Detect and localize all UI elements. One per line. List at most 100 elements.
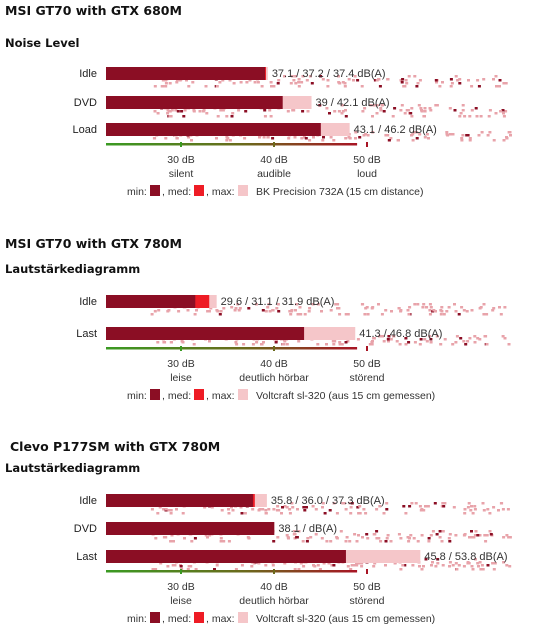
sample-dot: [185, 79, 188, 82]
sample-dot: [462, 534, 466, 537]
sample-dot: [418, 565, 421, 568]
sample-dot: [477, 134, 481, 137]
sample-dot: [358, 136, 362, 139]
sample-dot: [435, 335, 439, 338]
sample-dot: [248, 79, 252, 82]
sample-dot: [482, 303, 486, 306]
sample-dot: [310, 82, 314, 85]
sample-dot: [288, 512, 292, 515]
sample-dot: [386, 134, 390, 137]
sample-dot: [337, 110, 341, 113]
bar-min: [106, 494, 253, 507]
sample-dot: [305, 79, 309, 82]
row-label: DVD: [74, 523, 97, 535]
sample-dot: [341, 110, 345, 113]
sample-dot: [254, 303, 258, 306]
sample-dot: [268, 109, 272, 112]
sample-dot: [303, 313, 307, 316]
sample-dot: [449, 78, 453, 81]
sample-dot: [499, 502, 503, 505]
sample-dot: [247, 307, 251, 310]
sample-dot: [407, 540, 411, 543]
sample-dot: [481, 502, 485, 505]
sample-dot: [414, 502, 418, 505]
sample-dot: [482, 78, 486, 81]
sample-dot: [462, 565, 466, 568]
tick-label: 50 dB: [353, 358, 380, 370]
sample-dot: [313, 565, 317, 568]
sample-dot: [293, 568, 297, 571]
sample-dot: [272, 85, 276, 88]
sample-dot: [300, 137, 304, 140]
sample-dot: [358, 512, 362, 515]
sample-dot: [276, 303, 280, 306]
sample-dot: [346, 313, 350, 316]
sample-dot: [163, 341, 167, 344]
sample-dot: [428, 303, 432, 306]
sample-dot: [377, 303, 380, 306]
sample-dot: [240, 512, 244, 515]
sample-dot: [352, 564, 356, 567]
sample-dot: [413, 75, 417, 78]
sample-dot: [189, 565, 193, 568]
sample-dot: [439, 309, 443, 312]
axis-tick: [180, 142, 182, 147]
sample-dot: [419, 107, 423, 110]
sample-dot: [371, 131, 375, 134]
sample-dot: [420, 568, 424, 571]
sample-dot: [498, 306, 501, 309]
sample-dot: [269, 115, 273, 118]
sample-dot: [215, 85, 219, 88]
row-label: Last: [76, 328, 97, 340]
sample-dot: [219, 109, 223, 112]
sample-dot: [385, 537, 389, 540]
sample-dot: [340, 112, 344, 115]
tick-label: 40 dB: [260, 358, 287, 370]
sample-dot: [479, 306, 483, 309]
sample-dot: [157, 309, 161, 312]
sample-dot: [502, 112, 505, 115]
sample-dot: [463, 512, 467, 515]
sample-dot: [443, 338, 447, 341]
sample-dot: [289, 313, 293, 316]
sample-dot: [260, 85, 264, 88]
sample-dot: [167, 509, 171, 512]
sample-dot: [494, 75, 498, 78]
sample-dot: [302, 136, 306, 139]
sample-dot: [333, 110, 337, 113]
sample-dot: [340, 343, 344, 346]
sample-dot: [441, 81, 444, 84]
sample-dot: [297, 530, 301, 533]
sample-dot: [503, 306, 507, 309]
sample-dot: [250, 565, 254, 568]
sample-dot: [495, 85, 498, 88]
sample-dot: [190, 540, 194, 543]
sample-dot: [441, 564, 445, 567]
sample-dot: [502, 139, 506, 142]
sample-dot: [366, 134, 370, 137]
sample-dot: [360, 565, 364, 568]
sample-dot: [297, 85, 301, 88]
sample-dot: [281, 506, 284, 509]
sample-dot: [416, 303, 420, 306]
tick-label: 40 dB: [260, 154, 287, 166]
sample-dot: [384, 309, 388, 312]
sample-dot: [308, 139, 312, 142]
sample-dot: [385, 502, 389, 505]
sample-dot: [501, 335, 505, 338]
sample-dot: [305, 506, 308, 509]
sample-dot: [451, 564, 455, 567]
sample-dot: [219, 310, 223, 313]
sample-dot: [345, 536, 349, 539]
sample-dot: [361, 110, 365, 113]
sample-dot: [216, 115, 220, 118]
sample-dot: [438, 85, 442, 88]
sample-dot: [183, 537, 186, 540]
row-label: Last: [76, 551, 97, 563]
sample-dot: [340, 104, 344, 107]
sample-dot: [448, 565, 451, 568]
sample-dot: [356, 338, 360, 341]
sample-dot: [268, 310, 272, 313]
sample-dot: [410, 107, 414, 110]
sample-dot: [422, 565, 425, 568]
